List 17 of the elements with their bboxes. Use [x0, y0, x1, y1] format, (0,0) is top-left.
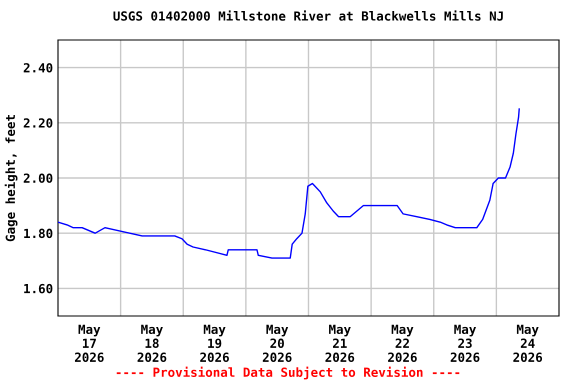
x-tick-label: May 22 2026 — [388, 324, 417, 362]
x-tick-label: May 21 2026 — [325, 324, 354, 362]
x-tick-label: May 17 2026 — [74, 324, 104, 362]
y-tick-label: 1.60 — [24, 284, 52, 294]
text: ---- Provisional Data Subject to Revision ---- — [116, 366, 460, 380]
chart-title: USGS 01402000 Millstone River at Blackwells Mills NJ — [113, 10, 503, 21]
y-axis-title: Gage height, feet — [4, 115, 18, 242]
line-series — [58, 108, 520, 259]
x-tick-label: May 23 2026 — [450, 324, 480, 362]
y-tick-label: 2.20 — [24, 118, 52, 128]
x-tick-label: May 19 2026 — [200, 324, 229, 362]
x-tick-label: May 18 2026 — [138, 324, 166, 362]
y-tick-label: 1.80 — [24, 228, 52, 238]
y-tick-label: 2.00 — [24, 173, 52, 183]
x-tick-label: May 20 2026 — [262, 324, 292, 362]
x-tick-label: May 24 2026 — [513, 324, 542, 362]
y-tick-label: 2.40 — [24, 63, 52, 73]
